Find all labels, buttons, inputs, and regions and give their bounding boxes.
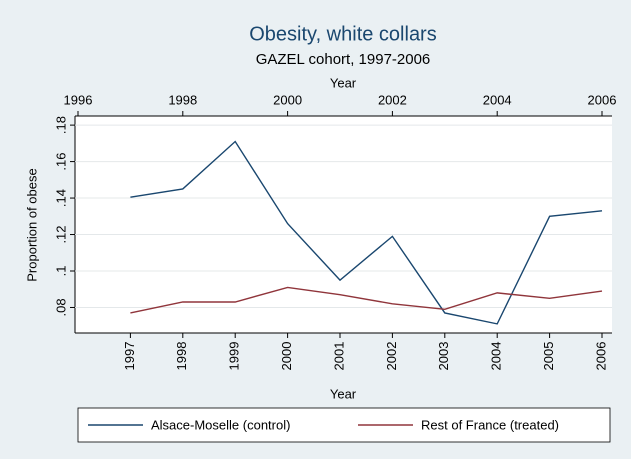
x-tick-label: 2005 — [541, 342, 556, 371]
series-line — [130, 286, 603, 314]
y-tick-label: .16 — [53, 153, 68, 171]
x-tick-label-top: 1998 — [168, 92, 197, 107]
legend-label: Rest of France (treated) — [421, 417, 559, 432]
y-axis-title: Proportion of obese — [24, 168, 39, 281]
x-tick-label-top: 2006 — [588, 92, 617, 107]
y-tick-label: .18 — [53, 116, 68, 134]
x-tick-label: 2003 — [436, 342, 451, 371]
x-tick-label: 1997 — [122, 342, 137, 371]
x-tick-label-top: 1996 — [64, 92, 93, 107]
x-tick-label-top: 2002 — [378, 92, 407, 107]
x-tick-label: 2004 — [489, 342, 504, 371]
y-tick-label: .12 — [53, 225, 68, 243]
x-axis-title: Year — [330, 386, 357, 401]
x-tick-label-top: 2000 — [273, 92, 302, 107]
y-tick-label: .14 — [53, 189, 68, 207]
series-line — [130, 140, 603, 325]
legend-items: Alsace-Moselle (control) Rest of France (… — [88, 417, 559, 432]
legend-label: Alsace-Moselle (control) — [151, 417, 290, 432]
plot-area — [75, 116, 612, 333]
chart-subtitle: GAZEL cohort, 1997-2006 — [256, 51, 431, 68]
x-axis-title-top: Year — [330, 75, 357, 90]
y-tick-label: .08 — [53, 298, 68, 316]
x-tick-label: 1999 — [227, 342, 242, 371]
legend — [77, 407, 611, 443]
x-tick-label: 2001 — [331, 342, 346, 371]
x-tick-label: 2006 — [593, 342, 608, 371]
x-tick-label: 2002 — [384, 342, 399, 371]
chart-title: Obesity, white collars — [249, 23, 436, 45]
x-tick-label-top: 2004 — [483, 92, 512, 107]
x-tick-label: 1998 — [174, 342, 189, 371]
y-tick-label: .1 — [53, 266, 68, 277]
x-tick-label: 2000 — [279, 342, 294, 371]
